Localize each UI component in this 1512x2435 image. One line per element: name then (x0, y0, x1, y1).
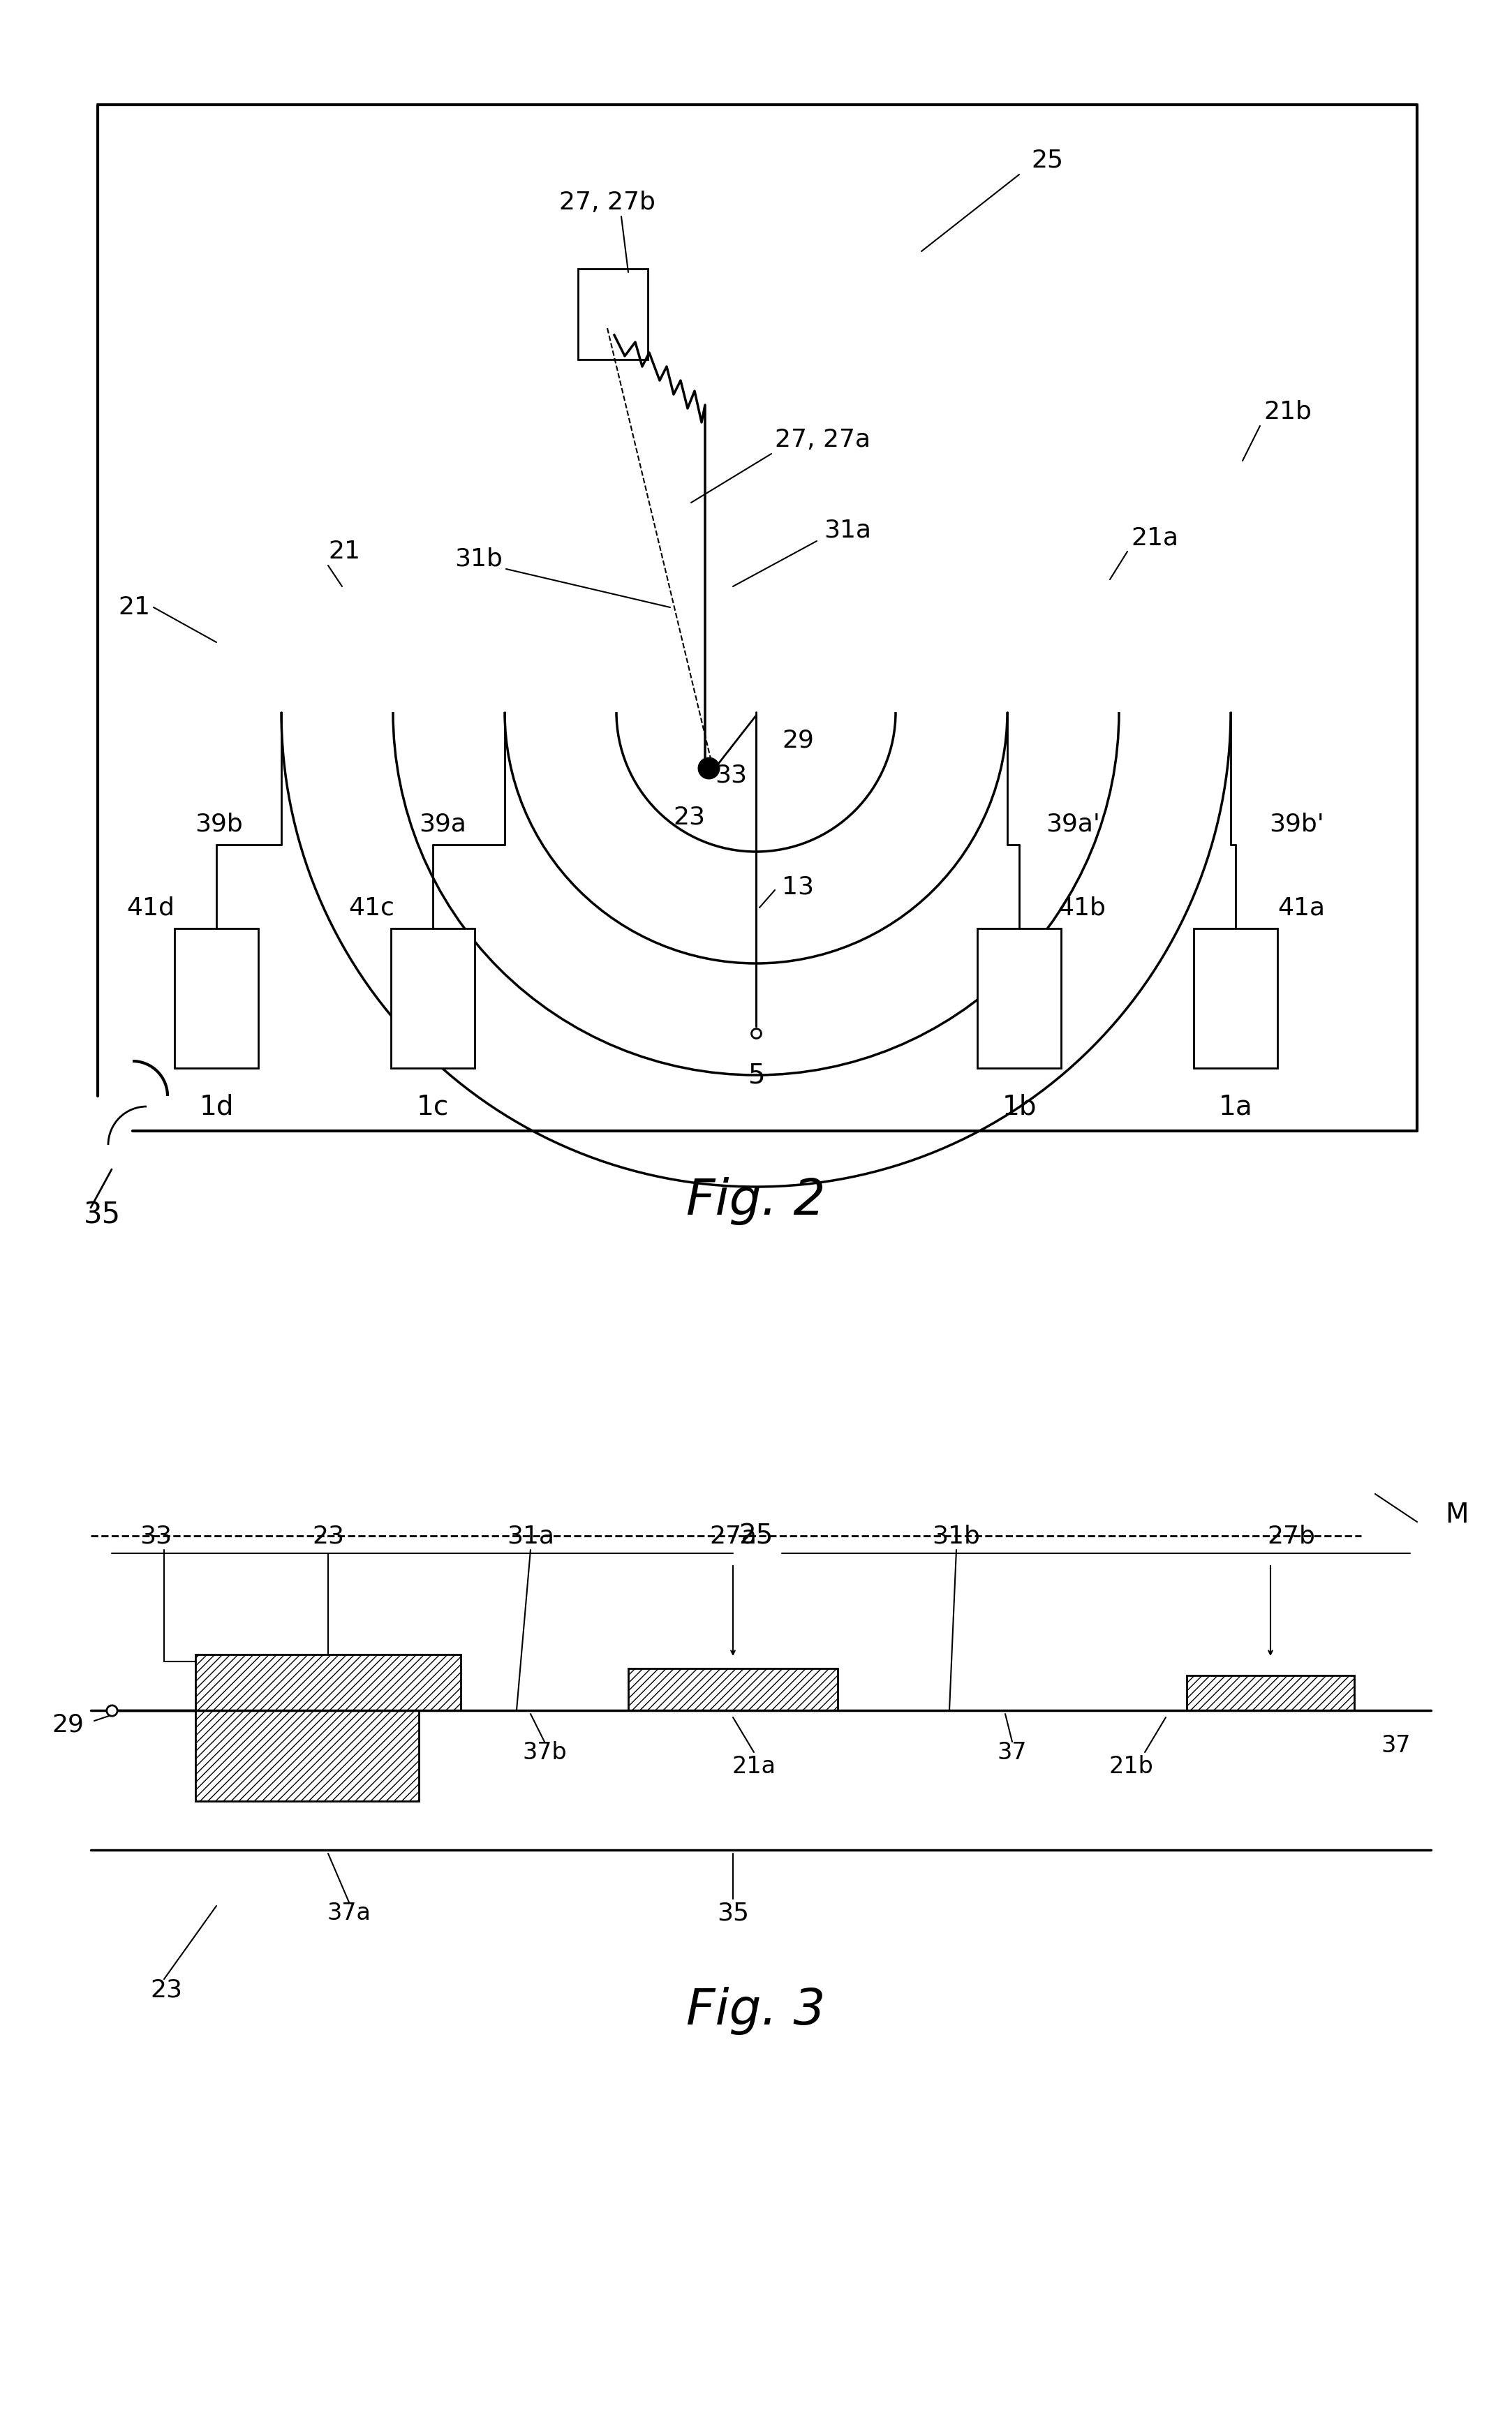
Text: 35: 35 (83, 1200, 121, 1230)
Text: 1d: 1d (200, 1093, 234, 1120)
Text: 37a: 37a (327, 1902, 370, 1924)
Text: 31a: 31a (507, 1524, 555, 1549)
Text: 39a': 39a' (1046, 811, 1101, 835)
Text: 31b: 31b (933, 1524, 980, 1549)
Text: 41b: 41b (1057, 896, 1105, 920)
Text: 41c: 41c (348, 896, 395, 920)
Text: 33: 33 (139, 1524, 172, 1549)
Text: 1a: 1a (1219, 1093, 1252, 1120)
Text: 33: 33 (715, 762, 747, 787)
Text: 23: 23 (150, 1977, 181, 2002)
Text: 35: 35 (717, 1902, 748, 1924)
Text: 1c: 1c (417, 1093, 449, 1120)
Text: 27, 27b: 27, 27b (559, 190, 655, 214)
Text: 31a: 31a (824, 519, 871, 543)
Bar (1187, 1675, 1355, 1709)
Bar (1193, 928, 1278, 1069)
Text: 21b: 21b (1264, 399, 1311, 424)
Text: 23: 23 (673, 806, 705, 828)
Text: 37: 37 (998, 1741, 1027, 1763)
Text: 13: 13 (782, 874, 813, 899)
Text: Fig. 2: Fig. 2 (686, 1176, 826, 1225)
Text: 21a: 21a (1131, 526, 1178, 550)
Text: 27a: 27a (709, 1524, 756, 1549)
Text: 41a: 41a (1278, 896, 1325, 920)
Text: 21: 21 (328, 541, 360, 562)
Bar (195, 1709, 419, 1802)
Text: 39b': 39b' (1269, 811, 1325, 835)
Bar (629, 1668, 838, 1709)
Text: 25: 25 (739, 1522, 773, 1549)
Bar (578, 268, 647, 360)
Text: 27, 27a: 27, 27a (774, 429, 871, 450)
Text: 27b: 27b (1267, 1524, 1315, 1549)
Text: Fig. 3: Fig. 3 (686, 1987, 826, 2036)
Text: M: M (1445, 1502, 1468, 1529)
Text: 21b: 21b (1108, 1756, 1154, 1778)
Text: 37: 37 (1382, 1734, 1411, 1756)
Text: 37b: 37b (522, 1741, 567, 1763)
Bar (977, 928, 1061, 1069)
Text: 23: 23 (311, 1524, 345, 1549)
Bar (392, 928, 475, 1069)
Bar (195, 1653, 461, 1709)
Text: 31b: 31b (455, 545, 502, 570)
Text: 39b: 39b (195, 811, 243, 835)
Text: 5: 5 (747, 1062, 765, 1088)
Text: 21: 21 (118, 597, 150, 618)
Text: 25: 25 (1031, 149, 1063, 173)
Text: 29: 29 (51, 1712, 83, 1736)
Text: 41d: 41d (127, 896, 174, 920)
Text: 21a: 21a (732, 1756, 776, 1778)
Text: 29: 29 (782, 728, 813, 752)
Text: 39a: 39a (419, 811, 466, 835)
Bar (174, 928, 259, 1069)
Text: 1b: 1b (1002, 1093, 1036, 1120)
